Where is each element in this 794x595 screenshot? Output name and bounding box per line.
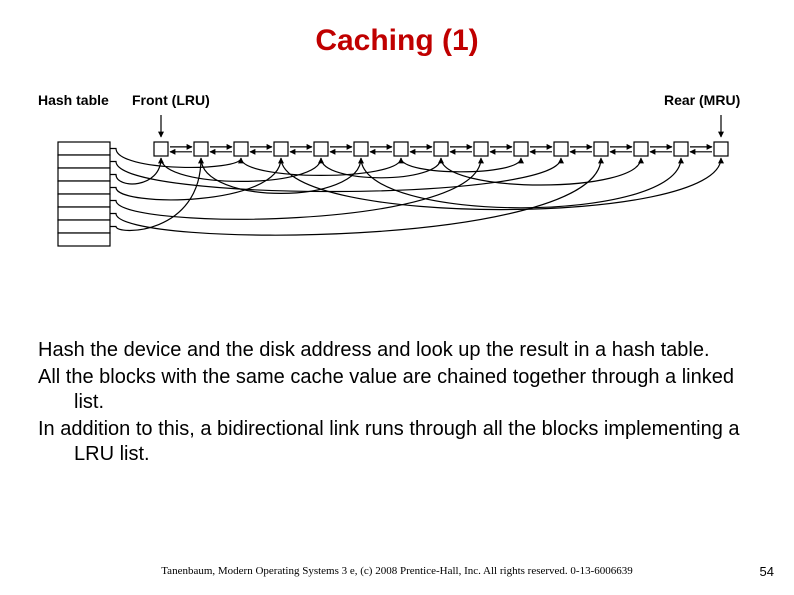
cache-block: [514, 142, 528, 156]
hash-chain-link: [401, 158, 521, 172]
page-number: 54: [760, 564, 774, 579]
hash-chain-link: [110, 158, 281, 200]
hash-slot: [58, 220, 110, 233]
hash-slot: [58, 142, 110, 155]
label-front-lru: Front (LRU): [132, 92, 210, 108]
cache-block: [594, 142, 608, 156]
hash-slot: [58, 181, 110, 194]
label-hash-table: Hash table: [38, 92, 109, 108]
cache-block: [274, 142, 288, 156]
cache-block: [154, 142, 168, 156]
hash-chain-link: [110, 158, 601, 235]
slide: Caching (1) Hash table Front (LRU) Rear …: [0, 0, 794, 595]
hash-slot: [58, 194, 110, 207]
cache-diagram-svg: [38, 92, 756, 292]
slide-title: Caching (1): [0, 24, 794, 58]
body-para-1: Hash the device and the disk address and…: [38, 338, 756, 363]
cache-block: [634, 142, 648, 156]
footer-citation: Tanenbaum, Modern Operating Systems 3 e,…: [0, 565, 794, 577]
hash-slot: [58, 155, 110, 168]
label-rear-mru: Rear (MRU): [664, 92, 740, 108]
cache-block: [234, 142, 248, 156]
cache-block: [674, 142, 688, 156]
body-para-3: In addition to this, a bidirectional lin…: [38, 417, 756, 467]
cache-block: [474, 142, 488, 156]
body-text: Hash the device and the disk address and…: [38, 338, 756, 469]
hash-chain-link: [161, 158, 321, 181]
cache-block: [314, 142, 328, 156]
body-para-2: All the blocks with the same cache value…: [38, 365, 756, 415]
cache-diagram: Hash table Front (LRU) Rear (MRU): [38, 92, 756, 292]
hash-slot: [58, 233, 110, 246]
hash-slot: [58, 168, 110, 181]
cache-block: [434, 142, 448, 156]
cache-block: [714, 142, 728, 156]
cache-block: [354, 142, 368, 156]
cache-block: [194, 142, 208, 156]
hash-chain-link: [281, 158, 721, 210]
cache-block: [394, 142, 408, 156]
hash-slot: [58, 207, 110, 220]
cache-block: [554, 142, 568, 156]
